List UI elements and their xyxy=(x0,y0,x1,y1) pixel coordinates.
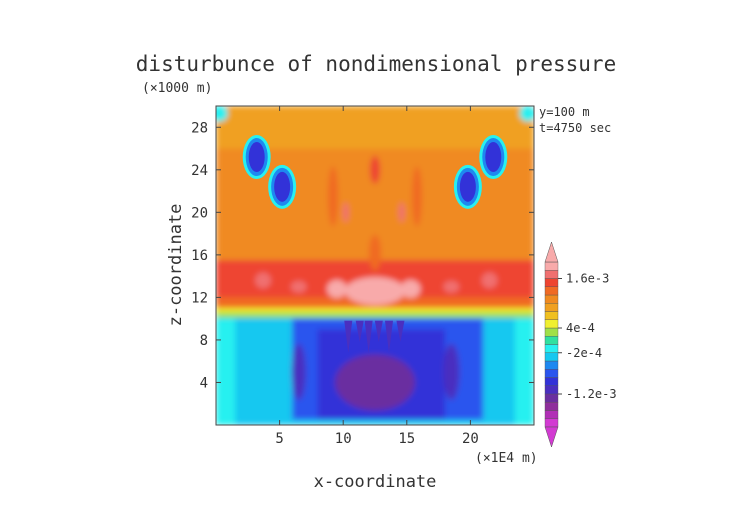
colorbar-segment xyxy=(544,410,559,419)
band-top xyxy=(216,106,534,149)
y-tick-label: 12 xyxy=(191,290,208,306)
colorbar-segment xyxy=(544,311,559,320)
field-feature-12 xyxy=(398,202,405,223)
y-axis: 4 8 12 16 20 24 28 xyxy=(191,120,534,391)
field-feature-10 xyxy=(370,155,380,184)
field-feature-2 xyxy=(400,279,421,298)
annotation-y: y=100 m xyxy=(539,105,590,119)
band-yellow xyxy=(216,308,534,313)
colorbar-segment xyxy=(544,344,559,353)
y-tick-label: 4 xyxy=(200,375,208,391)
field-feature-7 xyxy=(369,234,381,271)
y-tick-label: 16 xyxy=(191,248,208,264)
field-feature-3 xyxy=(255,272,272,289)
colorbar-segment xyxy=(544,360,559,370)
low-pressure-cell-1 xyxy=(268,164,297,209)
colorbar-min-arrow xyxy=(544,426,559,448)
band-green xyxy=(216,312,534,318)
field-feature-8 xyxy=(328,166,339,227)
field-feature-14 xyxy=(519,106,534,122)
colorbar-segment xyxy=(544,402,559,411)
low-pressure-cell-2 xyxy=(479,135,508,180)
chart-title: disturbunce of nondimensional pressure xyxy=(136,52,616,76)
colorbar-segment xyxy=(544,270,559,279)
colorbar-tick-label: -2e-4 xyxy=(566,346,602,360)
field-feature-13 xyxy=(216,106,228,122)
y-axis-label: z-coordinate xyxy=(166,204,186,327)
field-feature-0 xyxy=(345,277,405,306)
colorbar-max-arrow xyxy=(544,241,559,263)
field-feature-4 xyxy=(290,280,307,293)
low-pressure-cell-0 xyxy=(242,135,271,180)
spike-column xyxy=(344,320,405,353)
y-tick-label: 20 xyxy=(191,205,208,221)
x-axis: 5 10 15 20 xyxy=(275,106,479,447)
field-feature-5 xyxy=(443,280,460,293)
colorbar-segment xyxy=(544,352,559,362)
colorbar-tick-label: 4e-4 xyxy=(566,321,595,335)
colorbar-segment xyxy=(544,369,559,378)
purple-core xyxy=(335,354,415,411)
field-feature-6 xyxy=(481,272,498,289)
x-tick-label: 10 xyxy=(335,431,352,447)
colorbar-segment xyxy=(544,303,559,312)
colorbar-segment xyxy=(544,393,559,403)
colorbar-segment xyxy=(544,278,559,287)
colorbar-segment xyxy=(544,286,559,296)
colorbar-segment xyxy=(544,327,559,337)
field-feature-1 xyxy=(326,279,347,298)
x-tick-label: 5 xyxy=(275,431,283,447)
right-edge xyxy=(514,318,534,425)
x-unit-label: (×1E4 m) xyxy=(475,451,538,466)
plot-frame xyxy=(215,105,535,426)
x-tick-label: 20 xyxy=(462,431,479,447)
y-tick-label: 28 xyxy=(191,120,208,136)
y-tick-label: 8 xyxy=(200,333,208,349)
colorbar-segment xyxy=(544,385,559,395)
colorbar-tick-label: 1.6e-3 xyxy=(566,272,609,286)
left-edge xyxy=(216,318,236,425)
purple-left xyxy=(291,343,306,400)
heatmap-field xyxy=(216,106,534,425)
x-axis-label: x-coordinate xyxy=(314,472,437,492)
colorbar-segment xyxy=(544,319,559,329)
colorbar-segment xyxy=(544,261,559,271)
colorbar-segment xyxy=(544,336,559,345)
purple-right xyxy=(443,343,460,400)
annotation-t: t=4750 sec xyxy=(539,121,611,135)
y-tick-label: 24 xyxy=(191,163,208,179)
colorbar-segment xyxy=(544,294,559,304)
low-pressure-cell-3 xyxy=(453,164,482,209)
colorbar-tick-label: -1.2e-3 xyxy=(566,387,617,401)
field-feature-11 xyxy=(342,202,349,223)
x-tick-label: 15 xyxy=(398,431,415,447)
colorbar-segment xyxy=(544,377,559,386)
z-unit-label: (×1000 m) xyxy=(142,81,212,96)
field-feature-9 xyxy=(411,166,422,227)
colorbar: -1.2e-3 -2e-4 4e-4 1.6e-3 xyxy=(544,241,617,448)
colorbar-segment xyxy=(544,418,559,428)
